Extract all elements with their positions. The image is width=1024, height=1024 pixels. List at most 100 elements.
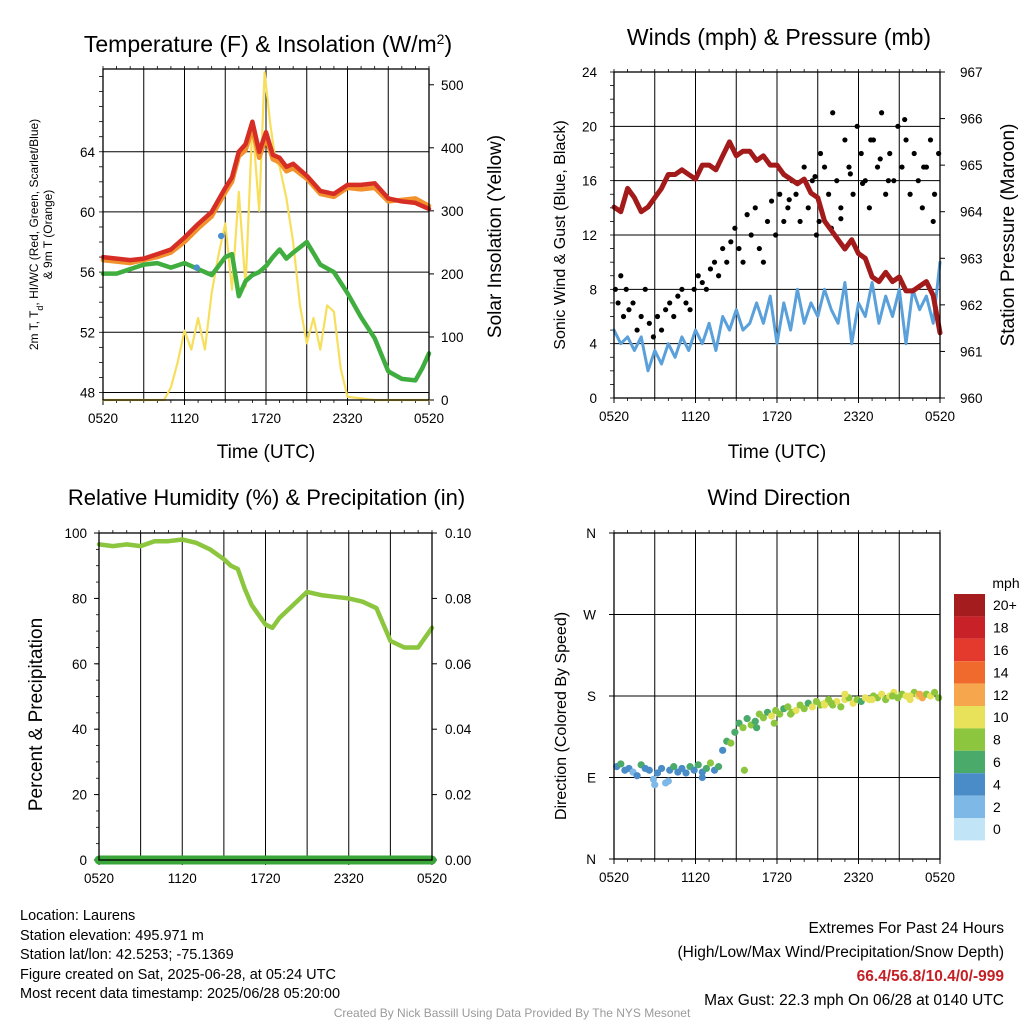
direction-point — [868, 696, 876, 704]
chart-title: Winds (mph) & Pressure (mb) — [627, 24, 931, 50]
legend-swatch — [954, 661, 985, 684]
direction-point — [743, 715, 751, 723]
y-tick-label: 40 — [72, 722, 87, 737]
gust-point — [650, 334, 656, 340]
y2-tick-label: 0.08 — [445, 591, 471, 606]
x-tick-label: 2320 — [332, 411, 362, 426]
created-text: Figure created on Sat, 2025-06-28, at 05… — [20, 966, 336, 983]
y-axis-label-text: Direction (Colored By Speed) — [553, 612, 570, 820]
y-tick-label: W — [583, 608, 596, 623]
gust-point — [877, 156, 883, 162]
gust-point — [830, 110, 836, 116]
direction-point — [784, 703, 792, 711]
y-tick-label: 4 — [589, 337, 597, 352]
legend-label: 16 — [993, 642, 1009, 658]
direction-point — [792, 706, 800, 715]
gust-point — [874, 164, 881, 170]
direction-point — [617, 760, 625, 768]
x-tick-label: 0520 — [88, 411, 118, 426]
gust-point — [907, 191, 913, 197]
gust-point — [895, 123, 901, 129]
y2-tick-label: 200 — [441, 267, 464, 282]
x-tick-label: 0520 — [417, 871, 447, 886]
gust-point — [715, 273, 722, 279]
x-tick-label: 1720 — [251, 411, 281, 426]
direction-point — [633, 772, 641, 780]
y2-tick-label: 967 — [960, 65, 983, 80]
gust-point — [683, 300, 689, 306]
direction-point — [719, 746, 727, 754]
gust-point — [711, 259, 718, 265]
x-axis-label: Time (UTC) — [728, 442, 827, 463]
x-tick-label: 1720 — [762, 409, 792, 424]
gust-point — [623, 286, 629, 292]
gust-point — [915, 178, 921, 184]
x-tick-label: 2320 — [843, 409, 873, 424]
direction-point — [827, 699, 835, 707]
direction-point — [739, 724, 747, 732]
humidity-line — [96, 537, 435, 650]
direction-point — [702, 764, 710, 773]
y2-tick-label: 0.02 — [445, 788, 471, 803]
gust-point — [813, 232, 819, 238]
legend-label: 6 — [993, 754, 1001, 770]
y2-tick-label: 963 — [960, 251, 983, 266]
heat-index-marker — [217, 232, 225, 240]
legend-swatch — [954, 594, 985, 617]
chart-title: Wind Direction — [707, 485, 850, 510]
gust-point — [687, 307, 693, 313]
direction-point — [753, 724, 761, 732]
gust-point — [793, 191, 799, 197]
x-tick-label: 0520 — [599, 870, 629, 885]
y2-tick-label: 0.00 — [445, 853, 471, 868]
gust-point — [868, 137, 874, 143]
legend-label: 0 — [993, 821, 1001, 837]
heat-index-marker — [193, 264, 200, 271]
gust-point — [838, 205, 844, 211]
gust-point — [724, 259, 730, 265]
gust-point — [911, 150, 917, 157]
gust-point — [756, 245, 762, 252]
y-tick-label: 52 — [80, 325, 95, 340]
gust-point — [671, 313, 677, 320]
direction-point — [833, 697, 841, 706]
direction-point — [770, 719, 778, 727]
gust-point — [847, 171, 853, 177]
y-axis-label-text: Percent & Precipitation — [26, 618, 47, 811]
x-tick-label: 0520 — [84, 871, 114, 886]
x-tick-label: 1720 — [250, 871, 280, 886]
x-tick-label: 2320 — [843, 870, 873, 885]
gust-point — [805, 205, 811, 211]
y-tick-label: 60 — [72, 657, 87, 672]
y-tick-label: 48 — [80, 385, 95, 400]
pressure-line — [611, 139, 943, 336]
legend-swatch — [954, 706, 985, 729]
direction-point — [649, 775, 657, 783]
y-tick-label: N — [586, 852, 596, 867]
legend-swatch — [954, 728, 985, 751]
y2-axis-label: Station Pressure (Maroon) — [998, 124, 1019, 347]
legend-label: 20+ — [993, 597, 1017, 613]
legend-swatch — [954, 683, 985, 706]
y-tick-label: 60 — [80, 205, 95, 220]
x-tick-label: 0520 — [925, 870, 955, 885]
y-tick-label: 0 — [79, 853, 87, 868]
x-tick-label: 1120 — [681, 870, 710, 885]
direction-point — [690, 766, 698, 774]
y-axis-label-text: Sonic Wind & Gust (Blue, Black) — [552, 120, 569, 349]
temperature-panel: 0520 1120 1720 2320 0520 48 52 56 60 64 0 100 200 300… — [27, 31, 506, 463]
plot-frame — [613, 71, 941, 399]
gust-point — [927, 137, 934, 143]
y2-tick-label: 966 — [960, 112, 983, 127]
direction-point — [877, 690, 886, 698]
y-tick-label: 20 — [582, 119, 597, 134]
legend-swatch — [954, 616, 985, 639]
y2-tick-label: 0 — [441, 393, 449, 408]
x-tick-label: 2320 — [334, 871, 364, 886]
gust-point — [658, 327, 665, 333]
gust-point — [781, 218, 787, 225]
latlon-text: Station lat/lon: 42.5253; -75.1369 — [20, 947, 234, 963]
gust-point — [834, 178, 840, 184]
gust-point — [899, 164, 905, 170]
direction-point — [906, 692, 914, 700]
